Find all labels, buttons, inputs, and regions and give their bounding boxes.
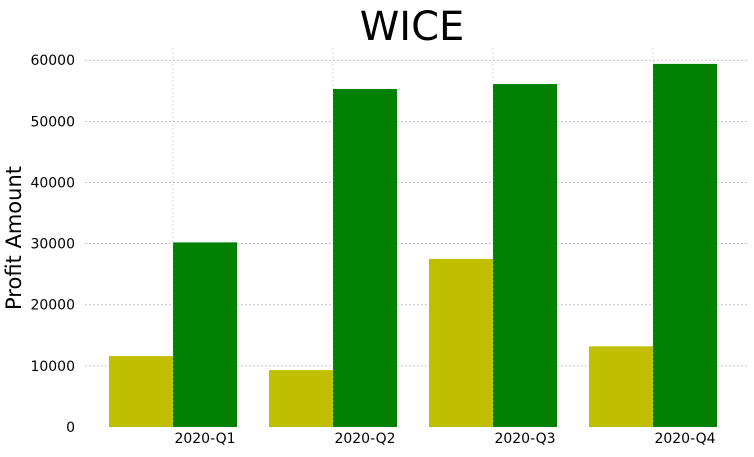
y-tick-label: 50000 <box>30 114 75 130</box>
y-axis-label: Profit Amount <box>2 166 26 310</box>
x-tick-label: 2020-Q2 <box>334 431 395 447</box>
bars <box>109 63 717 427</box>
chart-title: WICE <box>360 4 465 50</box>
x-tick-label: 2020-Q1 <box>174 431 235 447</box>
y-tick-label: 60000 <box>30 53 75 69</box>
y-tick-label: 30000 <box>30 237 75 253</box>
x-grid <box>172 48 654 427</box>
x-tick-label: 2020-Q3 <box>494 431 555 447</box>
x-tick-label: 2020-Q4 <box>654 431 715 447</box>
y-tick-label: 40000 <box>30 175 75 191</box>
x-axis-ticks: 2020-Q1 2020-Q2 2020-Q3 2020-Q4 <box>174 431 715 447</box>
y-tick-label: 10000 <box>30 359 75 375</box>
bar <box>493 84 557 427</box>
bar <box>653 63 717 427</box>
y-tick-label: 20000 <box>30 298 75 314</box>
bar <box>173 242 237 427</box>
bar <box>429 258 493 427</box>
bar <box>269 370 333 427</box>
bar <box>109 356 173 427</box>
y-axis-ticks: 0 10000 20000 30000 40000 50000 60000 <box>30 53 75 436</box>
bar <box>589 346 653 427</box>
y-tick-label: 0 <box>66 420 75 436</box>
bar <box>333 88 397 427</box>
